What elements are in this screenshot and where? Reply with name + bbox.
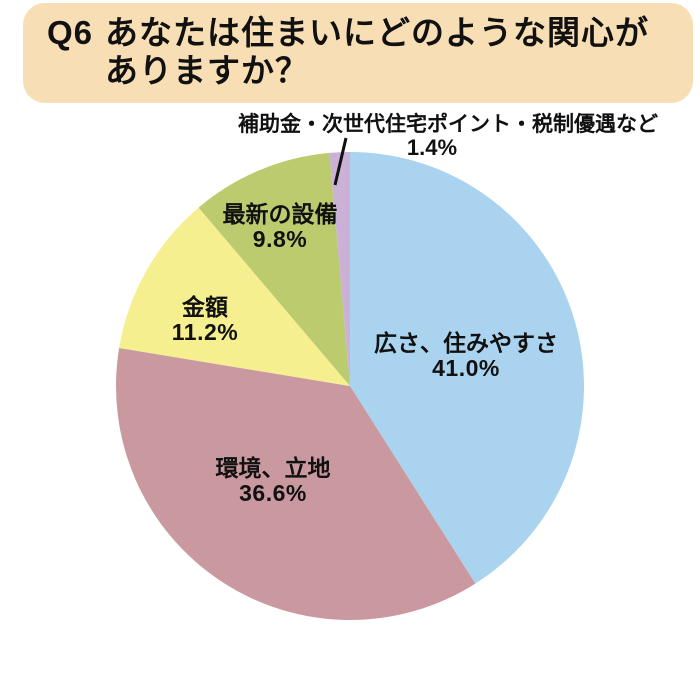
annotation-leader-line <box>333 137 348 186</box>
pie-slice-4 <box>329 152 350 386</box>
pie-slice-0 <box>350 152 584 584</box>
question-number: Q6 <box>47 14 94 51</box>
annotation-hojokin-pct: 1.4% <box>406 135 458 160</box>
question-text-line1: あなたは住まいにどのような関心が <box>105 14 650 51</box>
annotation-hojokin-label: 補助金・次世代住宅ポイント・税制優遇など <box>238 113 658 136</box>
pie-slice-1 <box>116 347 476 620</box>
question-header: Q6 あなたは住まいにどのような関心が ありますか？ <box>23 3 693 103</box>
pie-slice-3 <box>198 152 350 386</box>
pie-slice-2 <box>119 207 351 386</box>
question-text-line2: ありますか？ <box>105 52 310 89</box>
question-text: あなたは住まいにどのような関心が ありますか？ <box>105 14 649 90</box>
